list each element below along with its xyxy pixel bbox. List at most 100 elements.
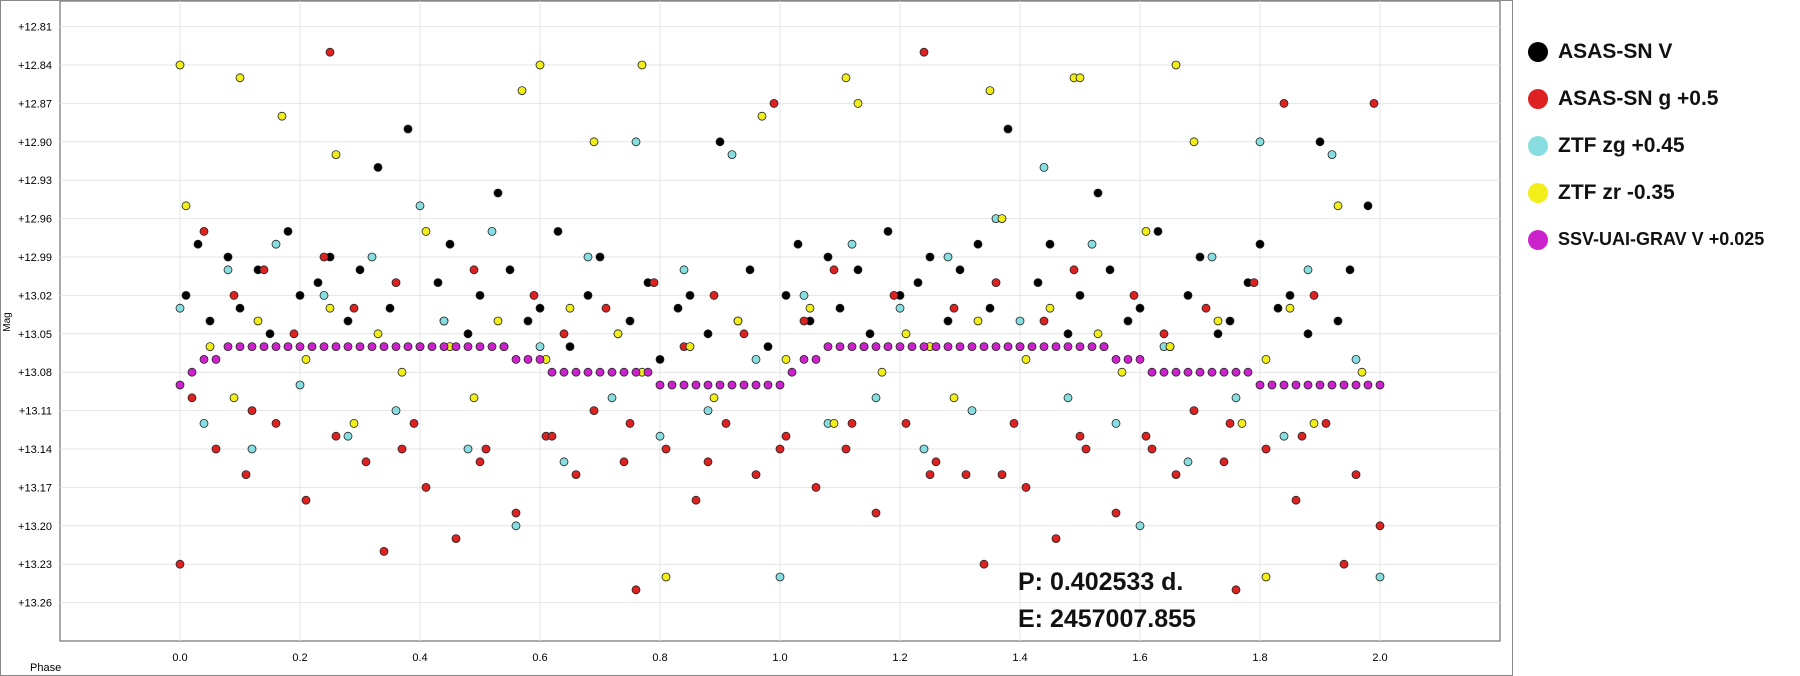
data-point: [1135, 521, 1145, 531]
data-point: [289, 329, 299, 339]
data-point: [667, 380, 677, 390]
data-point: [955, 265, 965, 275]
data-point: [1027, 342, 1037, 352]
legend-label: ZTF zr -0.35: [1558, 180, 1675, 204]
data-point: [1165, 342, 1175, 352]
data-point: [721, 418, 731, 428]
data-point: [1255, 137, 1265, 147]
data-point: [787, 367, 797, 377]
data-point: [709, 393, 719, 403]
data-point: [781, 354, 791, 364]
data-point: [823, 252, 833, 262]
data-point: [913, 278, 923, 288]
data-point: [535, 354, 545, 364]
data-point: [607, 367, 617, 377]
data-point: [1261, 354, 1271, 364]
data-point: [1303, 380, 1313, 390]
data-point: [1309, 290, 1319, 300]
data-point: [1015, 342, 1025, 352]
data-point: [1333, 201, 1343, 211]
data-point: [1255, 239, 1265, 249]
data-point: [1189, 137, 1199, 147]
data-point: [751, 380, 761, 390]
data-point: [469, 393, 479, 403]
legend-label: ASAS-SN V: [1558, 39, 1673, 63]
legend-dot-ztf-zr: [1528, 182, 1548, 203]
data-point: [631, 585, 641, 595]
data-point: [295, 290, 305, 300]
data-point: [511, 508, 521, 518]
data-point: [1201, 303, 1211, 313]
data-point: [1345, 265, 1355, 275]
data-point: [331, 150, 341, 160]
data-point: [235, 303, 245, 313]
data-point: [391, 278, 401, 288]
legend-dot-ztf-zg: [1528, 135, 1548, 156]
data-point: [745, 265, 755, 275]
data-point: [1093, 329, 1103, 339]
data-point: [1183, 290, 1193, 300]
data-point: [997, 214, 1007, 224]
data-point: [655, 431, 665, 441]
data-point: [235, 342, 245, 352]
data-point: [919, 444, 929, 454]
legend-item-asassn-v: ASAS-SN V: [1528, 28, 1798, 75]
data-point: [1255, 380, 1265, 390]
data-point: [1279, 431, 1289, 441]
data-point: [595, 367, 605, 377]
data-point: [343, 342, 353, 352]
data-point: [1207, 252, 1217, 262]
data-point: [919, 342, 929, 352]
data-point: [499, 342, 509, 352]
data-point: [883, 342, 893, 352]
data-point: [871, 508, 881, 518]
data-point: [739, 380, 749, 390]
data-point: [301, 495, 311, 505]
data-point: [673, 303, 683, 313]
data-point: [1225, 418, 1235, 428]
data-point: [1051, 342, 1061, 352]
data-point: [811, 482, 821, 492]
data-point: [319, 290, 329, 300]
data-point: [1279, 380, 1289, 390]
data-point: [841, 444, 851, 454]
data-point: [703, 457, 713, 467]
data-point: [571, 367, 581, 377]
data-point: [1351, 470, 1361, 480]
data-point: [505, 265, 515, 275]
data-point: [661, 444, 671, 454]
data-point: [559, 367, 569, 377]
data-point: [415, 342, 425, 352]
y-tick-label: +13.20: [18, 521, 52, 533]
data-point: [1045, 303, 1055, 313]
data-point: [427, 342, 437, 352]
data-point: [631, 367, 641, 377]
data-point: [823, 342, 833, 352]
data-point: [853, 265, 863, 275]
legend-item-ztf-zr: ZTF zr -0.35: [1528, 169, 1798, 216]
legend-item-ssv-uai-grav: SSV-UAI-GRAV V +0.025: [1528, 216, 1798, 263]
data-point: [1207, 367, 1217, 377]
data-point: [1357, 367, 1367, 377]
data-point: [379, 547, 389, 556]
data-points: [175, 47, 1385, 595]
data-point: [565, 342, 575, 352]
data-point: [859, 342, 869, 352]
data-point: [547, 367, 557, 377]
data-point: [1147, 444, 1157, 454]
data-point: [1159, 329, 1169, 339]
data-point: [403, 124, 413, 134]
y-axis-label: Mag: [2, 312, 13, 331]
data-point: [613, 329, 623, 339]
data-point: [1369, 99, 1379, 108]
data-point: [589, 137, 599, 147]
data-point: [1261, 572, 1271, 582]
data-point: [649, 278, 659, 288]
data-point: [523, 316, 533, 326]
data-point: [211, 354, 221, 364]
data-point: [847, 418, 857, 428]
data-point: [409, 418, 419, 428]
y-tick-label: +12.93: [18, 175, 52, 187]
data-point: [1021, 482, 1031, 492]
